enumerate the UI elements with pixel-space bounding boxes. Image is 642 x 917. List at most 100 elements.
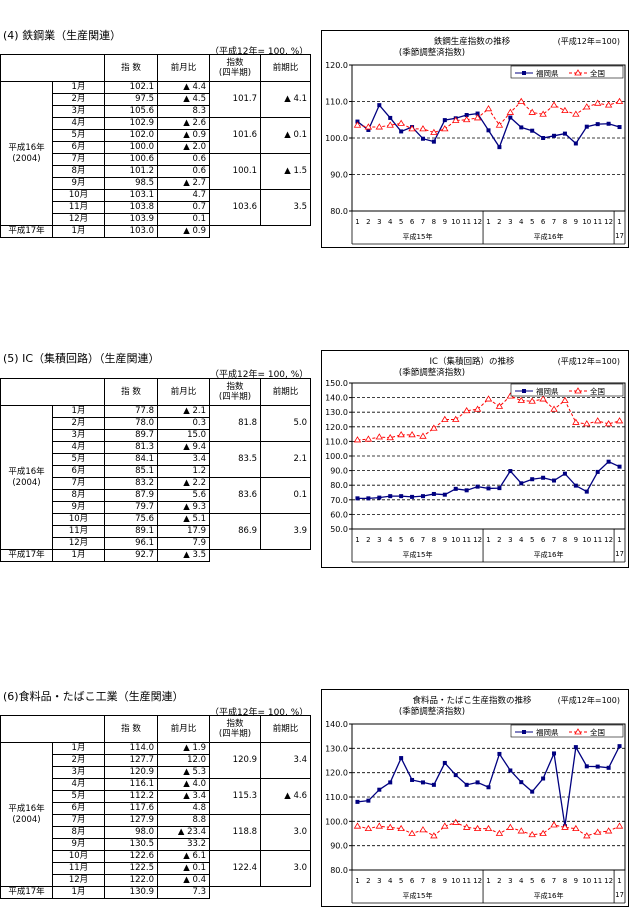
x-group-label: 17 <box>615 891 624 899</box>
data-point <box>462 115 471 123</box>
data-point <box>519 481 524 486</box>
x-tick-label: 1 <box>486 536 490 544</box>
data-point <box>462 406 471 414</box>
data-point <box>353 436 362 443</box>
table-row: 3月 89.7 15.0 <box>1 429 311 442</box>
x-tick-label: 6 <box>410 536 415 544</box>
data-point <box>561 106 569 114</box>
quarter-index-cell: 118.8 <box>209 814 261 851</box>
y-tick-label: 100.0 <box>325 134 348 143</box>
table-row: 12月 103.9 0.1 <box>1 213 311 226</box>
data-point <box>475 111 480 116</box>
index-cell: 92.7 <box>104 549 158 562</box>
x-tick-label: 8 <box>432 536 436 544</box>
x-tick-label: 9 <box>574 877 578 885</box>
index-cell: 116.1 <box>104 778 158 791</box>
data-point <box>431 782 436 787</box>
data-point <box>419 826 427 833</box>
month-cell: 1月 <box>52 742 105 755</box>
month-cell: 6月 <box>52 802 105 815</box>
x-tick-label: 1 <box>486 218 490 226</box>
data-point <box>408 431 416 438</box>
table-row: 11月 89.1 17.9 <box>1 525 311 538</box>
data-point <box>397 431 405 438</box>
data-point <box>441 415 449 422</box>
x-tick-label: 2 <box>366 218 370 226</box>
x-group-label: 17 <box>615 550 624 558</box>
data-point <box>473 824 482 832</box>
x-group-label: 平成15年 <box>403 891 433 900</box>
data-point <box>486 128 491 133</box>
data-point <box>615 822 624 829</box>
quarter-index-cell: 122.4 <box>209 850 261 887</box>
month-cell: 12月 <box>52 874 105 887</box>
mom-cell: ▲ 4.0 <box>157 778 210 791</box>
legend-label: 福岡県 <box>536 387 559 396</box>
section-ic: (5) IC（集積回路）（生産関連） （平成12年= 100, %） 指 数前月… <box>0 350 629 568</box>
data-point <box>584 124 589 129</box>
data-point <box>364 123 373 130</box>
x-tick-label: 11 <box>593 536 602 544</box>
month-cell: 4月 <box>52 778 105 791</box>
data-point <box>617 464 622 469</box>
x-tick-label: 8 <box>563 877 567 885</box>
y-tick-label: 130.0 <box>325 744 348 753</box>
table-row: 12月 122.0 ▲ 0.4 <box>1 874 311 887</box>
data-point <box>442 118 447 123</box>
header-qoq: 前期比 <box>260 715 311 743</box>
x-tick-label: 5 <box>399 218 403 226</box>
x-tick-label: 5 <box>530 536 534 544</box>
month-cell: 11月 <box>52 862 105 875</box>
qoq-cell: 5.0 <box>260 405 311 442</box>
data-point <box>475 484 480 489</box>
x-tick-label: 2 <box>366 536 370 544</box>
table-row: 5月 102.0 ▲ 0.9 <box>1 129 311 142</box>
table-row: 3月 120.9 ▲ 5.3 <box>1 766 311 779</box>
data-point <box>517 396 525 403</box>
x-tick-label: 7 <box>552 218 556 226</box>
x-tick-label: 6 <box>541 536 546 544</box>
index-cell: 117.6 <box>104 802 158 815</box>
line-chart-food: 食料品・たばこ生産指数の推移 (季節調整済指数) (平成12年=100) 80.0 90… <box>321 689 629 907</box>
header-index: 指 数 <box>104 715 158 743</box>
unit-note: （平成12年= 100, %） <box>210 47 309 57</box>
legend-label: 全国 <box>590 727 605 737</box>
index-cell: 122.0 <box>104 874 158 887</box>
data-point <box>539 829 547 836</box>
header-mom: 前月比 <box>157 378 210 406</box>
y-tick-label: 90.0 <box>330 171 348 180</box>
data-point <box>464 782 469 787</box>
y-tick-label: 140.0 <box>325 394 348 403</box>
x-tick-label: 10 <box>582 877 591 885</box>
data-point <box>583 103 591 110</box>
x-tick-label: 9 <box>443 877 447 885</box>
x-tick-label: 5 <box>530 877 534 885</box>
section-title: (4) 鉄鋼業（生産関連） <box>3 29 122 42</box>
legend-marker <box>522 71 526 75</box>
data-point <box>388 494 393 499</box>
header-index: 指 数 <box>104 54 158 82</box>
x-tick-label: 12 <box>604 877 613 885</box>
line-chart-ic: IC（集積回路）の推移 (季節調整済指数) (平成12年=100) 50.0 60.0 7… <box>321 350 629 568</box>
x-tick-label: 2 <box>497 536 501 544</box>
chart-svg: 鉄鋼生産指数の推移(季節調整済指数) (平成12年=100) 80.0 90.0 100… <box>325 36 626 245</box>
data-point <box>528 830 536 838</box>
quarter-index-cell: 86.9 <box>209 513 261 550</box>
data-point <box>550 405 558 412</box>
x-tick-label: 4 <box>388 218 393 226</box>
y-tick-label: 80.0 <box>330 481 348 490</box>
header-mom: 前月比 <box>157 54 210 82</box>
table-row: 7月 83.2 ▲ 2.2 83.6 0.1 <box>1 477 311 514</box>
table-row: 4月 102.9 ▲ 2.6 101.6 ▲ 0.1 <box>1 117 311 154</box>
data-point <box>506 823 515 830</box>
data-point <box>453 486 458 491</box>
base-note: (平成12年=100) <box>558 36 620 46</box>
data-point <box>593 828 602 835</box>
data-point <box>497 751 502 756</box>
data-point <box>561 396 569 403</box>
data-point <box>366 798 371 803</box>
data-point <box>583 420 591 427</box>
data-point <box>366 127 371 132</box>
chart-subtitle: (季節調整済指数) <box>399 706 465 717</box>
legend-marker <box>522 730 526 734</box>
